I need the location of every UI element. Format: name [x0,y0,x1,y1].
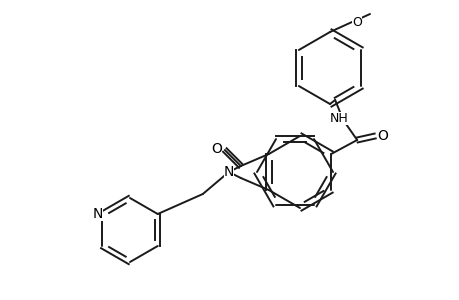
Text: O: O [211,142,222,156]
Text: O: O [377,129,388,143]
Text: N: N [93,207,103,221]
Text: O: O [351,16,361,28]
Text: N: N [223,165,234,179]
Text: NH: NH [329,112,348,124]
